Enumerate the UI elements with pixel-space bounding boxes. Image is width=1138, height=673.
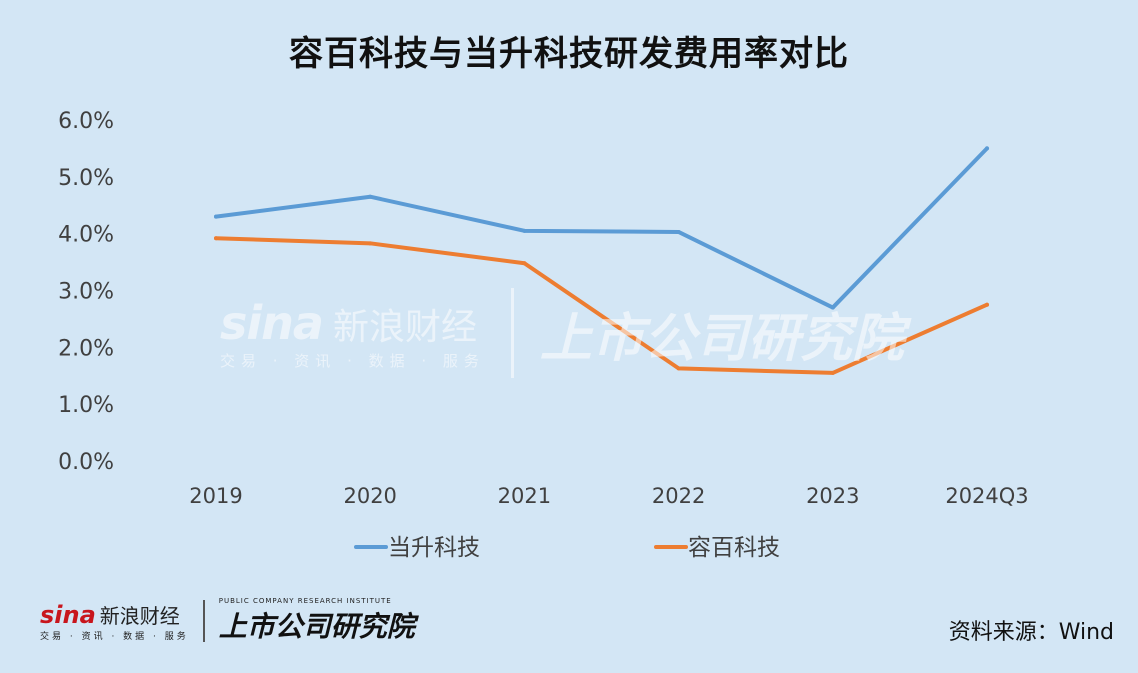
watermark: sina 新浪财经 交易 · 资讯 · 数据 · 服务 上市公司研究院: [220, 288, 904, 378]
y-tick-label: 3.0%: [58, 280, 114, 305]
legend-label: 容百科技: [688, 535, 780, 561]
data-point: [985, 146, 989, 151]
x-tick-label: 2020: [343, 484, 396, 508]
footer-divider: [202, 600, 205, 642]
x-axis: 2019 2020 2021 2022 2023 2024Q3: [189, 484, 1028, 508]
footer-logo: sina 新浪财经 交易 · 资讯 · 数据 · 服务 PUBLIC COMPA…: [40, 597, 415, 645]
x-tick-label: 2023: [806, 484, 859, 508]
x-tick-label: 2021: [498, 484, 551, 508]
chart-title: 容百科技与当升科技研发费用率对比: [289, 34, 849, 74]
data-point: [368, 241, 373, 246]
series-line-1: [214, 236, 989, 375]
data-point: [985, 302, 989, 307]
footer-sina-logo: sina: [40, 601, 96, 629]
legend-label: 当升科技: [388, 535, 480, 561]
series-lines: [214, 146, 989, 375]
footer-institute-en: PUBLIC COMPANY RESEARCH INSTITUTE: [218, 597, 392, 605]
x-tick-label: 2024Q3: [945, 484, 1028, 508]
x-tick-label: 2022: [652, 484, 705, 508]
y-tick-label: 1.0%: [58, 393, 114, 418]
data-point: [214, 236, 218, 241]
data-point: [830, 305, 835, 310]
footer-brand-sub: 交易 · 资讯 · 数据 · 服务: [40, 632, 189, 642]
series-line-0: [214, 146, 989, 310]
x-tick-label: 2019: [189, 484, 242, 508]
data-point: [830, 370, 835, 375]
data-point: [368, 194, 373, 199]
y-tick-label: 4.0%: [58, 223, 114, 248]
y-axis: 0.0% 1.0% 2.0% 3.0% 4.0% 5.0% 6.0%: [58, 109, 114, 475]
data-point: [522, 228, 527, 233]
y-tick-label: 2.0%: [58, 336, 114, 361]
watermark-brand-sub: 交易 · 资讯 · 数据 · 服务: [220, 351, 485, 370]
y-tick-label: 0.0%: [58, 450, 114, 475]
footer-brand-cn: 新浪财经: [99, 604, 180, 628]
source-note: 资料来源：Wind: [948, 620, 1114, 645]
data-point: [214, 214, 218, 219]
legend: 当升科技 容百科技: [354, 535, 780, 561]
data-point: [522, 261, 527, 266]
watermark-brand-cn: 新浪财经: [332, 306, 477, 348]
footer-institute: 上市公司研究院: [218, 610, 415, 643]
watermark-sina-logo: sina: [220, 295, 324, 350]
watermark-institute: 上市公司研究院: [539, 308, 904, 369]
data-point: [676, 366, 681, 371]
y-tick-label: 6.0%: [58, 109, 114, 134]
data-point: [676, 229, 681, 234]
watermark-divider: [510, 288, 514, 378]
y-tick-label: 5.0%: [58, 166, 114, 191]
